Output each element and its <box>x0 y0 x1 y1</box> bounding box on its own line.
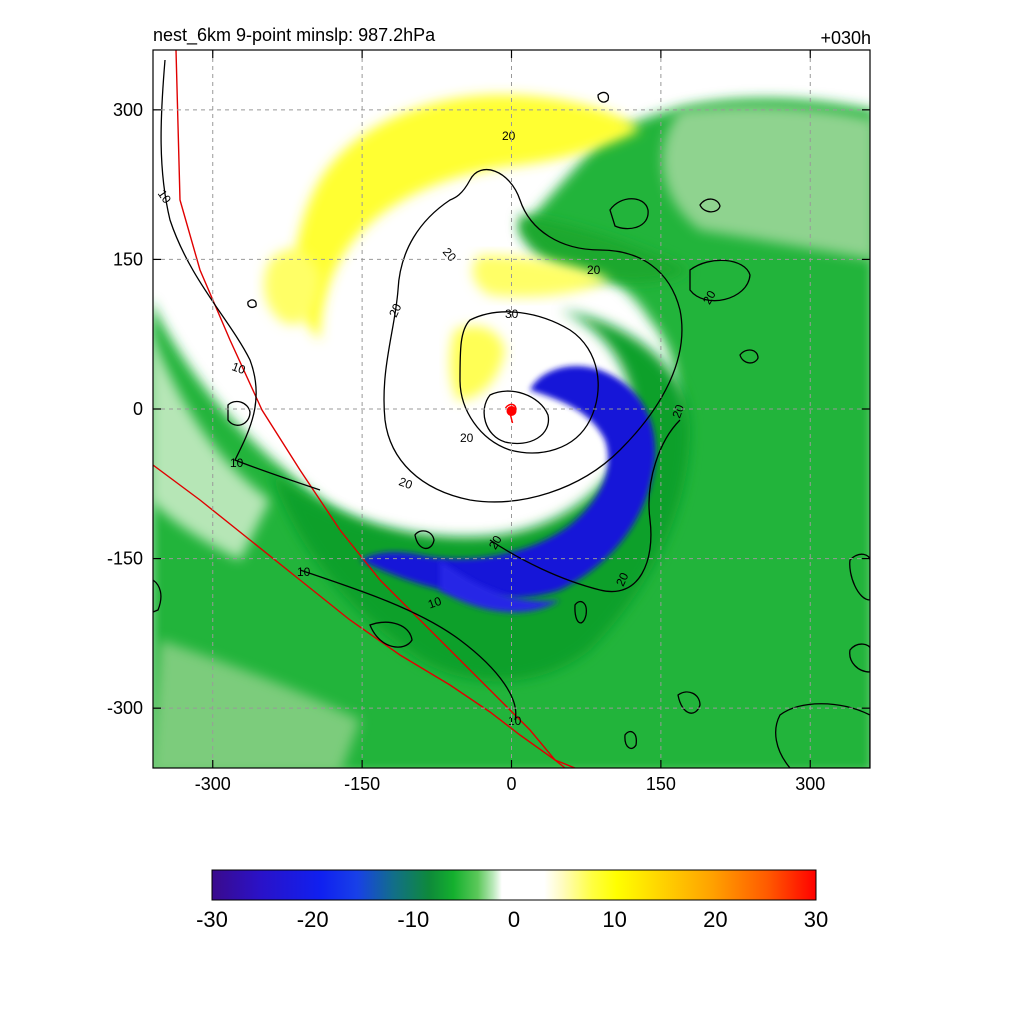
x-tick-label: -150 <box>344 774 380 794</box>
rainband-ring-yellow <box>293 95 640 340</box>
y-tick-label: 150 <box>113 249 143 269</box>
colorbar-scale <box>211 869 817 901</box>
contour-small-3 <box>689 259 751 302</box>
spiral-band-green <box>270 310 690 682</box>
contour-label: 20 <box>700 288 719 307</box>
contour-label: 10 <box>230 359 248 377</box>
contour-small-5 <box>597 91 610 103</box>
contour-label: 20 <box>502 129 516 143</box>
colorbar-tick-label: -10 <box>397 907 429 932</box>
contour-small-2 <box>699 198 721 213</box>
contour-small-9 <box>369 621 413 648</box>
y-tick-label: -150 <box>107 549 143 569</box>
rainband-arm-yellow <box>472 255 610 297</box>
contour-small-10 <box>574 601 587 624</box>
colorbar-tick-label: 10 <box>602 907 626 932</box>
contour-label: 10 <box>426 594 444 612</box>
x-tick-label: 0 <box>506 774 516 794</box>
outer-upper-right-lightgreen <box>662 105 870 260</box>
plot-area: 10 10 10 10 10 10 20 20 20 20 20 20 20 2… <box>152 49 871 769</box>
contour-small-14 <box>849 553 870 601</box>
contour-small-8 <box>414 530 435 550</box>
colorbar-tick-label: 20 <box>703 907 727 932</box>
contour-20-south <box>489 419 681 593</box>
contour-labels: 10 10 10 10 10 10 20 20 20 20 20 20 20 2… <box>155 129 719 728</box>
contour-small-4 <box>739 349 759 364</box>
storm-center-marker <box>504 403 517 424</box>
contour-small-1 <box>609 198 649 230</box>
contour-small-6 <box>247 299 257 309</box>
boundary-line-south <box>153 464 576 768</box>
spiral-core-blue <box>360 366 656 599</box>
chart-title-left: nest_6km 9-point minslp: 987.2hPa <box>153 25 436 46</box>
contour-label: 20 <box>386 301 404 319</box>
left-arm-yellow <box>264 249 320 325</box>
colorbar-tick-label: -20 <box>297 907 329 932</box>
contour-label: 10 <box>297 565 311 579</box>
contour-small-15 <box>849 643 870 673</box>
contour-label: 10 <box>508 714 522 728</box>
colorbar-tick-label: 0 <box>508 907 520 932</box>
contour-label: 20 <box>587 263 601 277</box>
filled-field <box>153 95 870 768</box>
y-tick-label: 300 <box>113 100 143 120</box>
contour-label: 20 <box>486 533 505 552</box>
contour-20-main <box>383 169 683 503</box>
x-axis: -300 -150 0 150 300 <box>195 50 825 794</box>
colorbar-tick-label: 30 <box>804 907 828 932</box>
contour-label: 10 <box>230 456 244 470</box>
x-tick-label: -300 <box>195 774 231 794</box>
x-tick-label: 300 <box>795 774 825 794</box>
contour-10-west <box>160 59 321 491</box>
y-tick-label: -300 <box>107 698 143 718</box>
boundary-lines <box>153 50 576 768</box>
contour-label: 20 <box>669 402 687 420</box>
spiral-core-blue-tail <box>440 560 560 613</box>
lower-left-lightgreen <box>153 640 360 768</box>
contour-small-7 <box>227 400 251 426</box>
outer-field-green <box>153 98 870 768</box>
contour-small-16 <box>153 579 162 613</box>
contour-10-south <box>299 569 517 721</box>
boundary-line-north <box>175 50 566 768</box>
contour-label: 20 <box>460 431 474 445</box>
colorbar: -30 -20 -10 0 10 20 30 <box>196 869 828 932</box>
chart-title-right: +030h <box>820 28 871 48</box>
contour-small-12 <box>624 731 637 749</box>
contour-lines <box>153 59 870 768</box>
inner-arm-yellow <box>450 326 505 400</box>
y-tick-label: 0 <box>133 399 143 419</box>
contour-inner <box>483 390 550 444</box>
outer-field-lightgreen <box>153 337 270 560</box>
contour-label: 20 <box>613 570 631 588</box>
contour-label: 20 <box>397 474 415 492</box>
colorbar-tick-label: -30 <box>196 907 228 932</box>
x-tick-label: 150 <box>646 774 676 794</box>
y-axis: 300 150 0 -150 -300 <box>107 100 870 718</box>
colorbar-ticks: -30 -20 -10 0 10 20 30 <box>196 907 828 932</box>
contour-30 <box>459 311 599 454</box>
contour-small-13 <box>775 703 870 768</box>
